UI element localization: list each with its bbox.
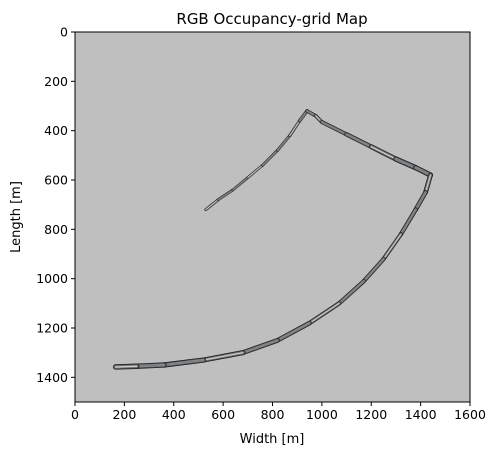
x-axis-ticks: 0 200 400 600 800 1000 1200 1400 1600	[71, 402, 486, 422]
y-tick-label: 1200	[36, 321, 68, 336]
track-segment	[202, 352, 244, 361]
track-segment	[277, 322, 310, 341]
x-tick-label: 1000	[306, 407, 338, 422]
x-tick-label: 1200	[355, 407, 387, 422]
y-tick-label: 600	[44, 173, 68, 188]
track-segment	[395, 158, 417, 169]
y-tick-label: 1400	[36, 370, 68, 385]
x-tick-label: 0	[71, 407, 79, 422]
track-segment	[338, 280, 365, 304]
x-tick-label: 400	[162, 407, 186, 422]
x-tick-label: 800	[261, 407, 285, 422]
track-segment	[299, 110, 308, 122]
y-tick-label: 800	[44, 222, 68, 237]
y-axis-ticks: 0 200 400 600 800 1000 1200 1400	[36, 25, 75, 385]
track-segment	[346, 133, 372, 148]
track-segment	[262, 150, 278, 166]
track-segment	[115, 365, 138, 368]
x-tick-label: 1400	[405, 407, 437, 422]
track-segment	[205, 199, 219, 210]
track-segment	[136, 364, 165, 367]
x-tick-label: 600	[211, 407, 235, 422]
y-tick-label: 0	[60, 25, 68, 40]
track-segment	[163, 359, 204, 366]
track-segment	[321, 121, 347, 135]
y-tick-label: 200	[44, 74, 68, 89]
occupancy-track	[113, 109, 434, 370]
track-segment	[425, 174, 431, 193]
track-segment	[232, 177, 249, 191]
y-tick-label: 1000	[36, 271, 68, 286]
track-segment	[415, 191, 426, 211]
track-segment	[363, 258, 384, 282]
track-segment	[247, 164, 263, 178]
track-segment	[217, 189, 234, 201]
track-segment	[277, 135, 291, 151]
x-tick-label: 1600	[454, 407, 486, 422]
track-segment	[242, 339, 278, 354]
y-axis-label: Length [m]	[9, 181, 24, 253]
track-segment	[289, 120, 300, 136]
chart-title: RGB Occupancy-grid Map	[176, 10, 367, 28]
track-segment	[370, 146, 397, 160]
track-segment	[415, 167, 431, 176]
track-segment	[383, 233, 402, 260]
track-segment	[309, 302, 340, 324]
y-tick-label: 400	[44, 123, 68, 138]
x-axis-label: Width [m]	[240, 432, 305, 447]
x-tick-label: 200	[112, 407, 136, 422]
track-segment	[400, 209, 417, 235]
